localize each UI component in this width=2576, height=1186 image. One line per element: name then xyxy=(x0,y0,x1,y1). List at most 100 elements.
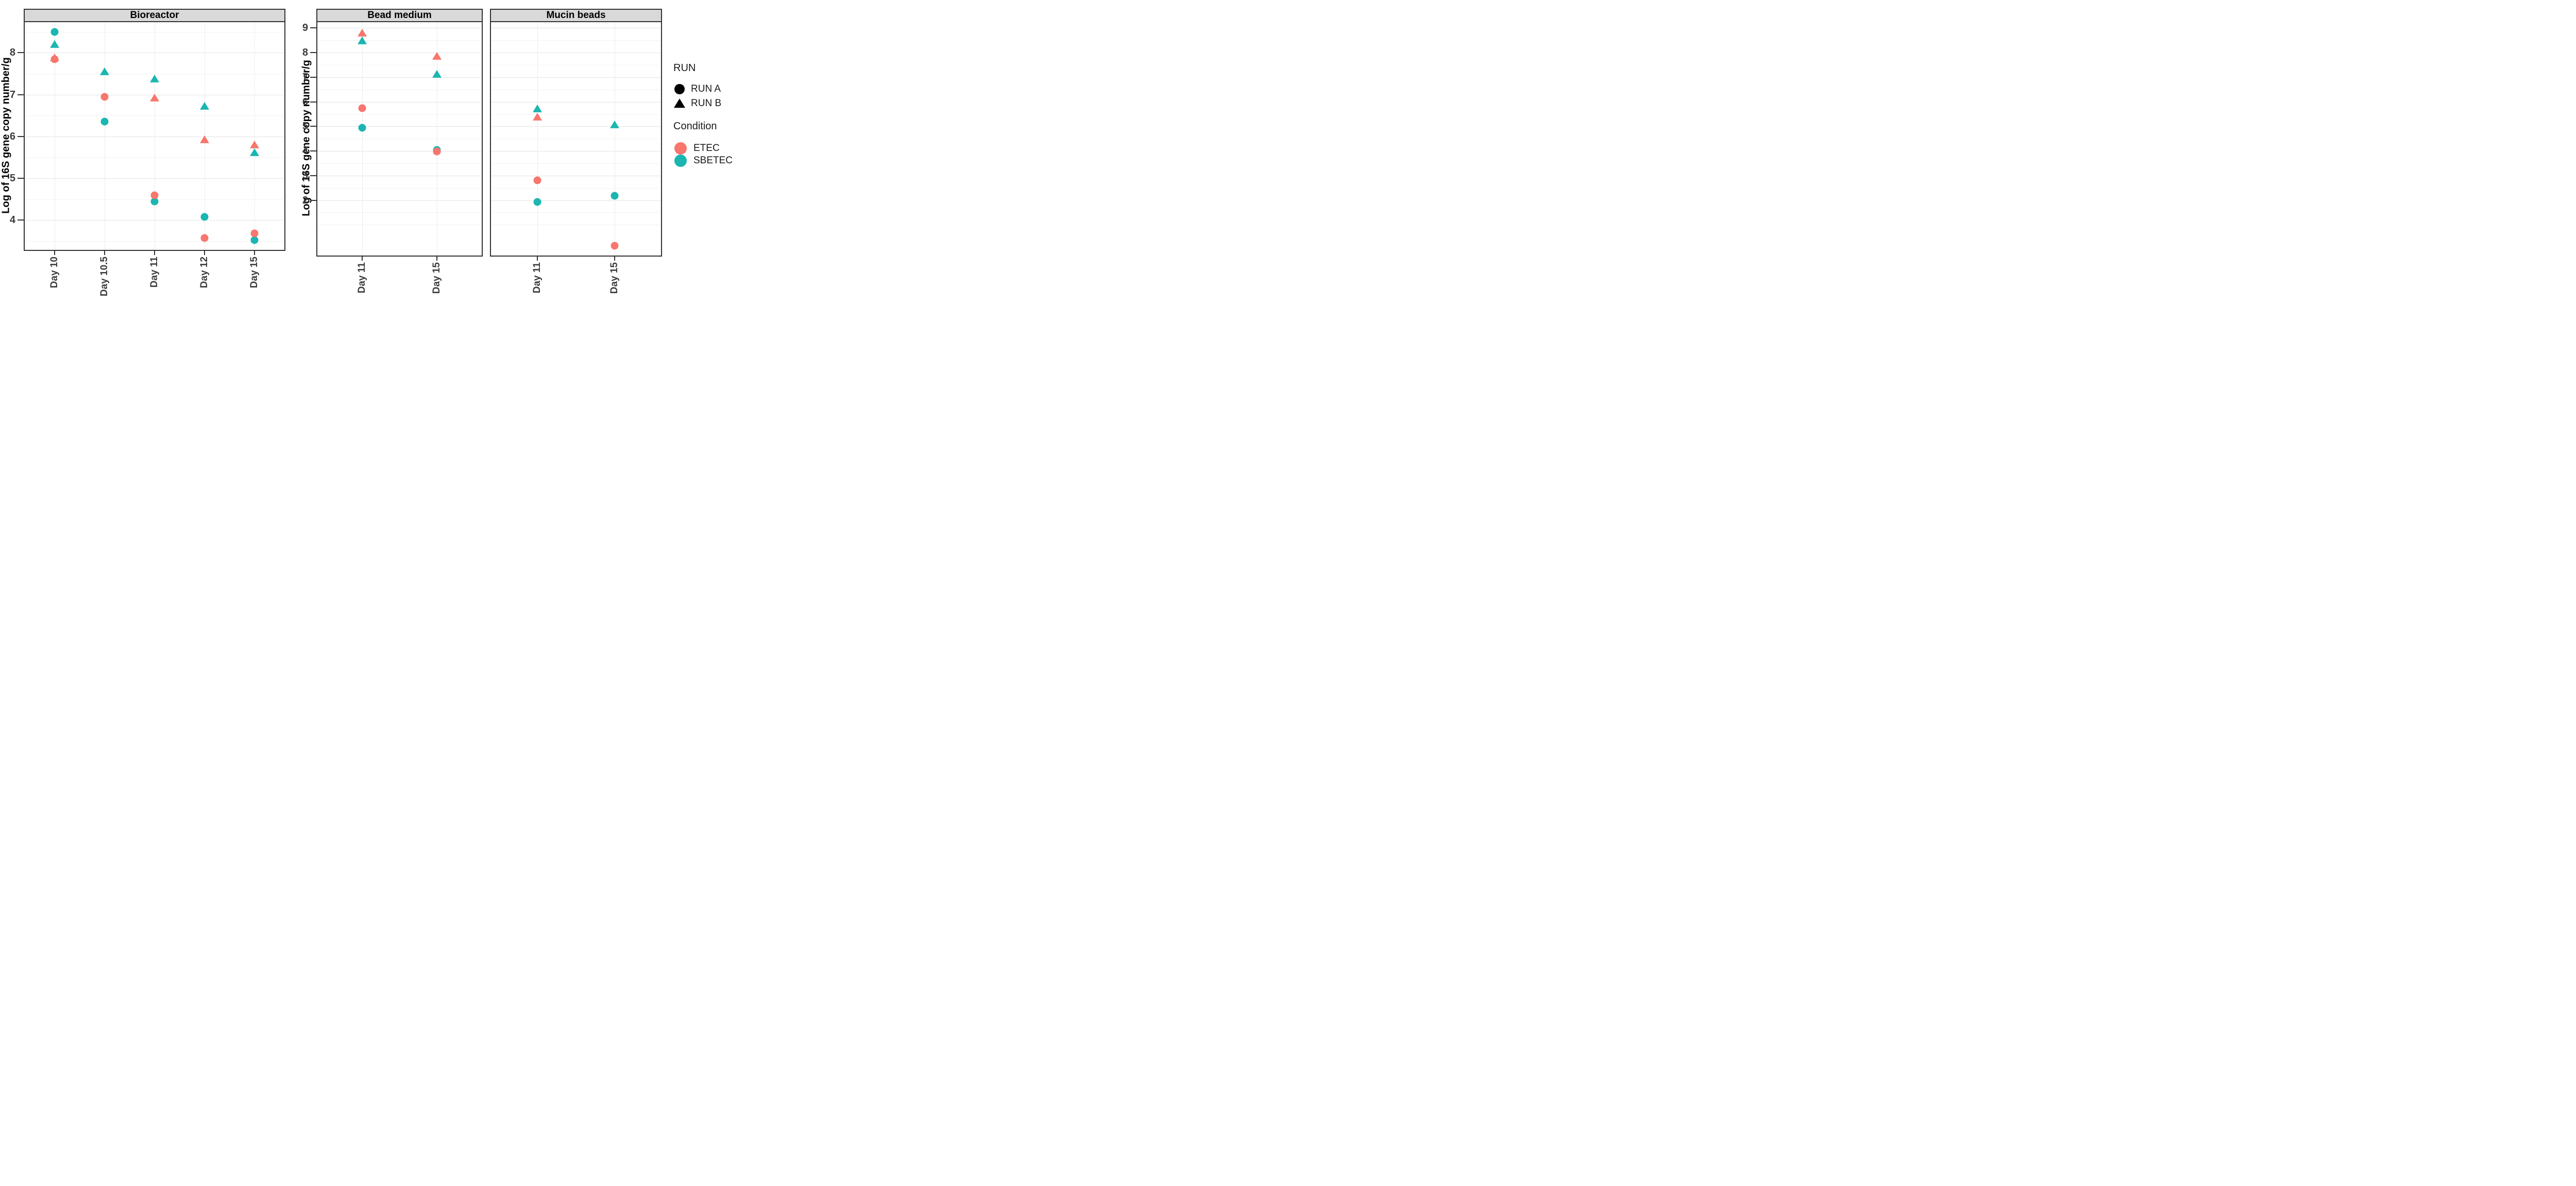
legend-runa-label: RUN A xyxy=(691,83,721,94)
data-point-circle-etec xyxy=(433,147,441,156)
y-tick-label: 8 xyxy=(9,47,15,59)
legend-runb-label: RUN B xyxy=(691,98,722,109)
y-tick-label: 6 xyxy=(302,96,308,108)
data-point-triangle-etec xyxy=(432,52,442,60)
y-axis-tick xyxy=(310,126,316,127)
y-tick-label: 4 xyxy=(9,214,15,226)
x-tick-label: Day 15 xyxy=(431,262,442,294)
plot-area-mucin-beads: Day 11 Day 15 xyxy=(491,22,661,294)
legend-etec-circle-icon xyxy=(674,142,687,155)
gridline-major xyxy=(317,126,482,127)
data-point-circle-sbetec xyxy=(533,198,541,206)
gridline-vertical xyxy=(537,22,538,256)
data-point-triangle-sbetec xyxy=(533,104,542,112)
data-point-triangle-sbetec xyxy=(100,67,110,75)
y-axis-tick xyxy=(18,94,24,95)
data-point-circle-sbetec xyxy=(200,213,209,221)
data-point-circle-sbetec xyxy=(611,192,619,200)
x-tick-label: Day 11 xyxy=(149,257,160,288)
gridline-minor xyxy=(317,212,482,213)
data-point-triangle-sbetec xyxy=(358,37,367,45)
legend-title-condition: Condition xyxy=(673,121,717,132)
y-tick-label: 8 xyxy=(302,47,308,59)
data-point-triangle-sbetec xyxy=(50,40,60,48)
gridline-major xyxy=(317,77,482,78)
legend-runa-circle-icon xyxy=(674,84,685,94)
x-tick-label: Day 15 xyxy=(248,257,260,289)
gridline-minor xyxy=(317,114,482,115)
data-point-circle-etec xyxy=(358,104,366,112)
data-point-circle-sbetec xyxy=(100,117,109,126)
facet-strip-mucin-beads: Mucin beads xyxy=(491,10,661,22)
gridline-major xyxy=(491,77,661,78)
data-point-triangle-sbetec xyxy=(610,120,619,128)
gridline-major xyxy=(317,200,482,201)
y-axis-title-right: Log of 16S gene copy number/g xyxy=(300,60,312,216)
figure-canvas: Log of 16S gene copy number/g Log of 16S… xyxy=(0,0,733,297)
facet-panel-bioreactor: Bioreactor Day 10 Day 10.5 Day 11 Day 12 Day… xyxy=(24,9,285,296)
facet-title-bead-medium: Bead medium xyxy=(367,10,432,21)
y-axis-tick xyxy=(310,76,316,78)
data-point-triangle-etec xyxy=(249,140,259,148)
y-axis-tick xyxy=(310,150,316,152)
legend-runb-triangle-icon xyxy=(674,98,685,108)
facet-title-mucin-beads: Mucin beads xyxy=(546,10,606,21)
y-tick-label: 7 xyxy=(9,89,15,100)
x-tick-label: Day 10 xyxy=(49,257,60,289)
data-point-circle-sbetec xyxy=(358,124,366,132)
x-axis-tick xyxy=(204,250,205,255)
facet-panel-bead-medium: Bead medium Day 11 Day 15 xyxy=(316,9,483,294)
gridline-vertical xyxy=(362,22,363,256)
legend-etec-label: ETEC xyxy=(693,143,720,154)
y-axis-tick xyxy=(310,199,316,201)
x-axis-tick xyxy=(54,250,56,255)
data-point-circle-sbetec xyxy=(250,236,259,244)
data-point-circle-sbetec xyxy=(50,28,59,36)
y-tick-label: 3 xyxy=(302,170,308,181)
y-tick-label: 9 xyxy=(302,22,308,34)
gridline-major xyxy=(317,101,482,103)
gridline-minor xyxy=(491,40,661,41)
legend-title-run: RUN xyxy=(673,62,696,74)
gridline-minor xyxy=(317,40,482,41)
legend-sbetec-circle-icon xyxy=(674,155,687,167)
gridline-minor xyxy=(491,163,661,164)
gridline-major xyxy=(491,101,661,103)
facet-strip-bioreactor: Bioreactor xyxy=(25,10,284,22)
data-point-triangle-etec xyxy=(150,93,159,101)
data-point-circle-etec xyxy=(100,93,109,101)
gridline-minor xyxy=(491,188,661,189)
gridline-minor xyxy=(317,163,482,164)
data-point-circle-etec xyxy=(50,55,59,63)
x-axis-tick xyxy=(537,256,538,261)
data-point-circle-etec xyxy=(533,176,541,184)
data-point-circle-etec xyxy=(150,191,159,199)
y-axis-tick xyxy=(18,178,24,179)
y-axis-tick xyxy=(18,135,24,137)
data-point-triangle-sbetec xyxy=(249,148,259,156)
x-axis-tick xyxy=(104,250,106,255)
y-axis-tick xyxy=(310,27,316,29)
facet-panel-mucin-beads: Mucin beads Day 11 Day 15 xyxy=(490,9,662,294)
y-tick-label: 2 xyxy=(302,194,308,206)
data-point-triangle-sbetec xyxy=(199,102,209,110)
data-point-triangle-sbetec xyxy=(432,70,442,78)
y-axis-tick xyxy=(310,175,316,176)
data-point-circle-etec xyxy=(200,234,209,242)
x-axis-tick xyxy=(614,256,615,261)
facet-strip-bead-medium: Bead medium xyxy=(317,10,482,22)
y-axis-tick xyxy=(18,52,24,54)
y-tick-label: 5 xyxy=(9,173,15,184)
data-point-circle-etec xyxy=(250,229,259,238)
y-axis-tick xyxy=(310,101,316,103)
y-tick-label: 6 xyxy=(9,130,15,142)
gridline-major xyxy=(491,200,661,201)
gridline-major xyxy=(491,126,661,127)
data-point-triangle-etec xyxy=(358,28,367,37)
data-point-triangle-etec xyxy=(533,113,542,121)
y-axis-tick xyxy=(18,219,24,221)
x-tick-label: Day 11 xyxy=(532,262,543,294)
gridline-minor xyxy=(317,188,482,189)
x-axis-tick xyxy=(362,256,363,261)
y-axis-tick xyxy=(310,52,316,54)
